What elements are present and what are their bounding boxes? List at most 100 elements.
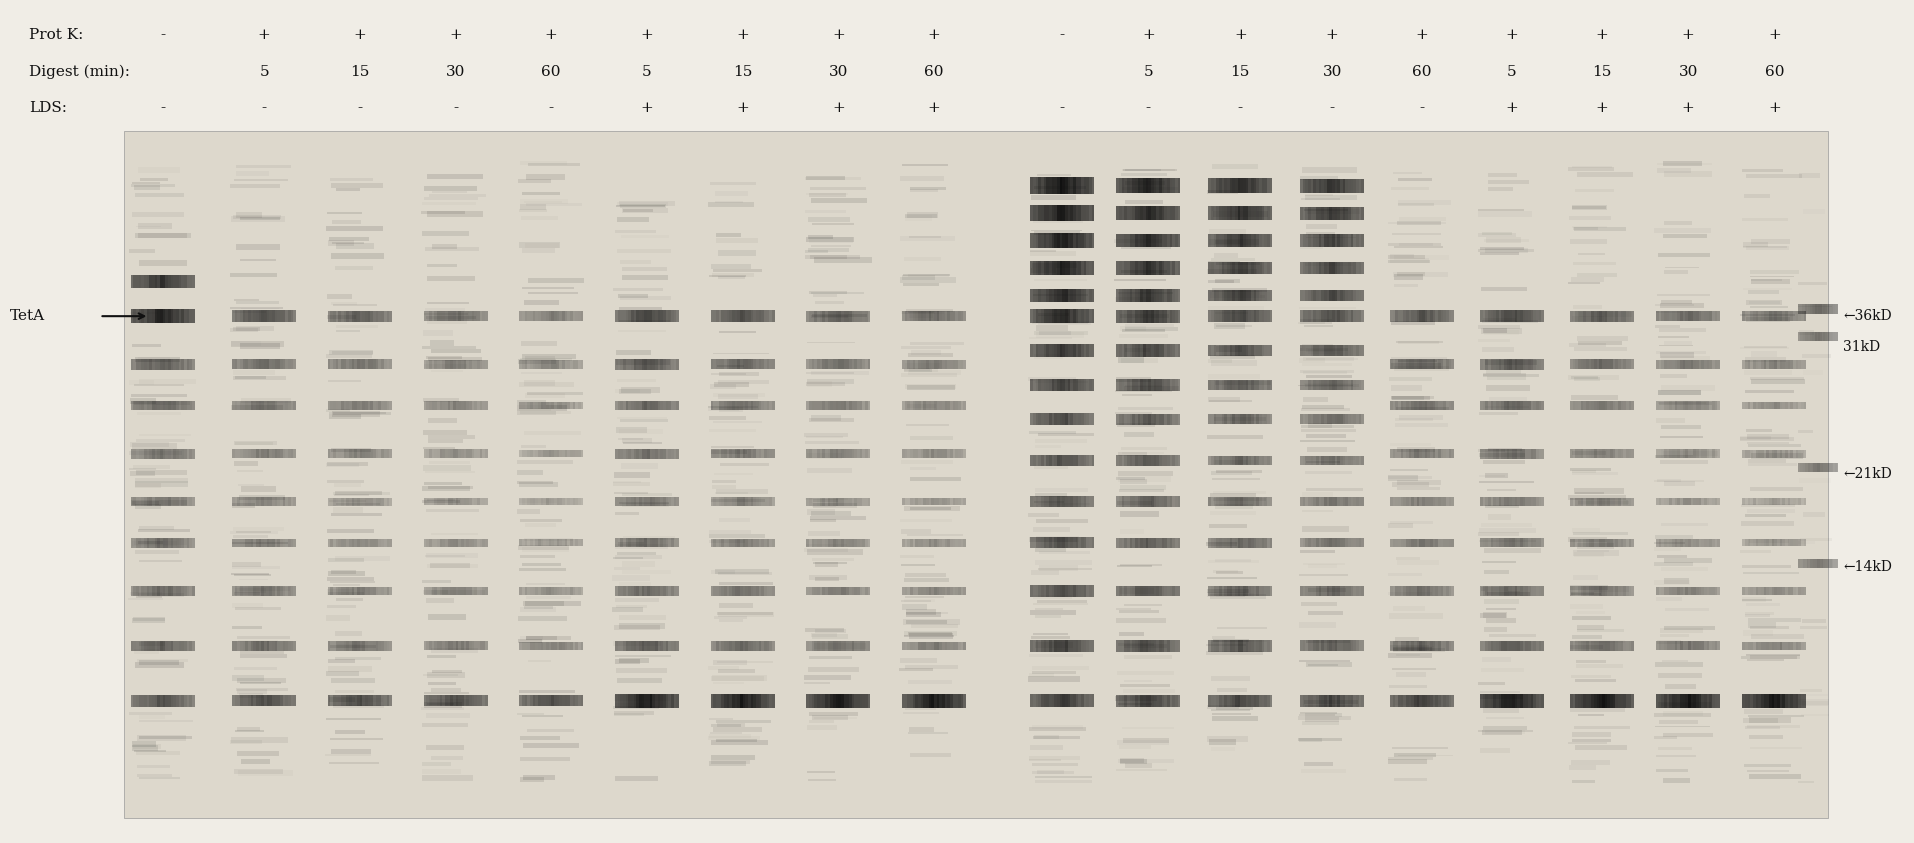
Bar (239, 653, 287, 658)
Bar (429, 438, 463, 443)
Bar (1074, 261, 1076, 275)
Bar (1749, 360, 1753, 368)
Bar (1039, 321, 1091, 325)
Bar (1229, 695, 1233, 707)
Bar (1055, 309, 1057, 323)
Bar (1395, 556, 1420, 560)
Bar (1583, 359, 1587, 369)
Bar (1746, 317, 1790, 322)
Bar (1797, 430, 1813, 432)
Bar (812, 314, 867, 317)
Bar (1242, 379, 1246, 390)
Bar (1434, 497, 1436, 506)
Bar (1303, 380, 1305, 390)
Bar (1235, 586, 1238, 596)
Bar (1411, 449, 1414, 459)
Bar (1514, 539, 1518, 547)
Bar (1420, 359, 1422, 369)
Bar (1238, 234, 1240, 247)
Bar (157, 586, 161, 596)
Bar (865, 539, 867, 547)
Bar (735, 694, 737, 708)
Bar (1148, 497, 1150, 507)
Bar (1397, 400, 1401, 411)
Bar (1173, 640, 1175, 652)
Bar (1055, 344, 1057, 357)
Bar (1261, 538, 1265, 548)
Bar (1751, 379, 1805, 384)
Bar (1030, 309, 1034, 323)
Bar (729, 641, 731, 651)
Bar (764, 497, 768, 506)
Bar (1763, 587, 1767, 595)
Bar (239, 681, 281, 684)
Bar (1411, 497, 1414, 506)
Bar (425, 313, 469, 314)
Bar (850, 401, 852, 410)
Bar (385, 642, 387, 651)
Bar (620, 448, 622, 459)
Bar (423, 540, 427, 546)
Bar (1489, 180, 1529, 184)
Bar (905, 620, 947, 624)
Bar (1030, 728, 1085, 731)
Bar (249, 400, 251, 411)
Bar (1602, 359, 1604, 369)
Bar (1709, 540, 1713, 546)
Bar (628, 400, 632, 411)
Bar (769, 359, 771, 369)
Bar (1049, 177, 1051, 194)
Bar (838, 497, 840, 506)
Bar (710, 694, 714, 708)
Bar (237, 539, 239, 547)
Bar (1240, 455, 1242, 465)
Bar (1772, 311, 1774, 321)
Bar (1782, 311, 1786, 321)
Bar (819, 359, 823, 369)
Bar (806, 237, 854, 242)
Bar (833, 401, 836, 410)
Bar (859, 401, 863, 410)
Bar (1168, 538, 1169, 548)
Bar (622, 497, 626, 506)
Bar (333, 491, 390, 495)
Bar (1621, 694, 1623, 708)
Bar (1531, 641, 1533, 651)
Bar (1573, 532, 1629, 535)
Bar (431, 540, 434, 546)
Bar (1324, 207, 1326, 220)
Bar (1753, 540, 1755, 546)
Bar (743, 310, 745, 322)
Bar (1483, 459, 1525, 464)
Bar (1213, 178, 1215, 193)
Bar (1160, 206, 1162, 220)
Bar (812, 311, 813, 322)
Bar (1703, 587, 1707, 595)
Bar (1663, 161, 1702, 165)
Bar (521, 161, 567, 165)
Bar (256, 449, 258, 459)
Bar (188, 448, 189, 459)
Bar (838, 359, 840, 369)
Bar (1030, 454, 1034, 466)
Bar (1397, 221, 1441, 225)
Bar (1030, 497, 1034, 507)
Bar (1621, 311, 1623, 322)
Bar (1030, 177, 1034, 194)
Bar (750, 539, 754, 547)
Bar (1219, 234, 1221, 247)
Bar (1074, 309, 1076, 323)
Bar (565, 540, 567, 546)
Bar (565, 311, 567, 321)
Bar (161, 400, 163, 411)
Bar (387, 311, 389, 322)
Bar (530, 587, 532, 595)
Bar (1047, 177, 1049, 194)
Bar (149, 309, 151, 323)
Bar (1305, 487, 1363, 491)
Bar (722, 449, 723, 459)
Bar (857, 642, 859, 651)
Bar (155, 641, 157, 651)
Bar (337, 698, 383, 702)
Bar (1269, 695, 1273, 707)
